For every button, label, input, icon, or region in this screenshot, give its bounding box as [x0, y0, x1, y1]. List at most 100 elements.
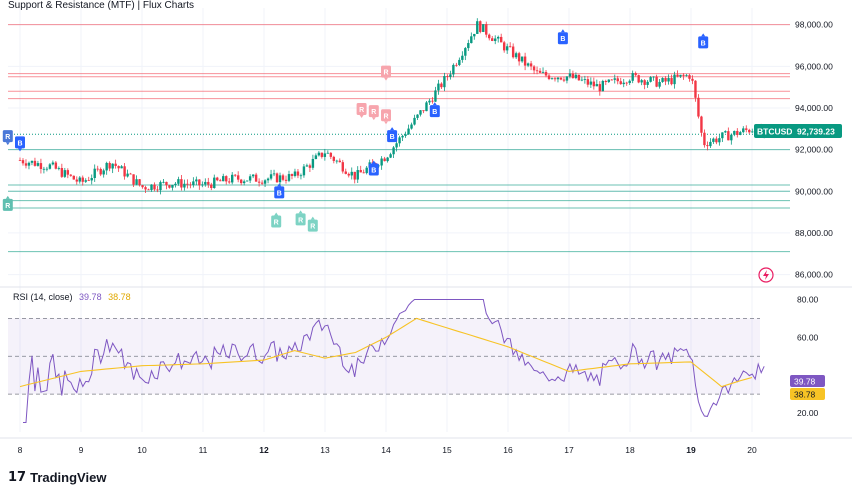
candle-body [171, 184, 174, 188]
time-axis-label: 9 [79, 445, 84, 455]
candle-body [314, 155, 318, 159]
marker-box [2, 130, 13, 143]
candle-body [338, 160, 341, 163]
candle-body [610, 79, 613, 81]
candle-body [117, 165, 120, 169]
rsi-ma-line [19, 317, 753, 388]
candle-body [105, 162, 108, 171]
candle-body [27, 162, 31, 166]
time-axis-label: 16 [503, 445, 513, 455]
candle-body [284, 179, 288, 181]
marker-pointer [277, 183, 282, 187]
candle-body [535, 70, 539, 72]
marker-pointer [274, 212, 279, 216]
candle-body [269, 174, 273, 179]
marker-box [387, 130, 398, 143]
marker-pointer [560, 29, 565, 33]
indicator-header[interactable]: Support & Resistance (MTF) | Flux Charts [8, 0, 194, 11]
candle-body [446, 76, 449, 77]
candle-body [568, 73, 572, 77]
candle-body [559, 77, 563, 80]
candle-body [180, 179, 183, 188]
candle-body [482, 24, 485, 32]
candle-body [604, 80, 607, 83]
marker-letter: B [277, 190, 282, 197]
rsi-pane[interactable] [8, 299, 765, 423]
marker-letter: R [359, 107, 364, 114]
candle-body [739, 132, 742, 136]
last-price-badge-bg [754, 124, 842, 138]
candle-body [51, 162, 55, 165]
candle-body [153, 184, 156, 190]
candle-body [520, 56, 524, 62]
candle-body [305, 165, 309, 167]
marker-box [274, 186, 285, 199]
rsi-line [23, 299, 765, 423]
candle-body [464, 48, 467, 56]
candle-body [580, 79, 584, 81]
candle-body [281, 175, 285, 180]
candle-body [308, 165, 312, 168]
candle-body [458, 59, 461, 66]
candle-body [236, 175, 240, 180]
candle-body [159, 182, 162, 191]
candle-body [416, 114, 419, 118]
candle-body [129, 173, 132, 175]
lightning-icon[interactable] [758, 267, 774, 283]
candle-body [290, 174, 294, 176]
candle-body [392, 147, 395, 155]
marker-pointer [18, 148, 22, 152]
candles[interactable] [18, 18, 766, 195]
candle-body [742, 128, 745, 133]
time-axis-label: 14 [381, 445, 391, 455]
time-axis-label: 19 [686, 445, 696, 455]
marker-box [2, 198, 13, 211]
candle-body [410, 124, 413, 129]
candle-body [664, 78, 667, 82]
candle-body [736, 130, 739, 136]
last-price-ticker: BTCUSD [757, 127, 792, 137]
candle-body [18, 160, 22, 161]
candle-body [78, 177, 81, 182]
candle-body [266, 178, 270, 181]
break-marker: B [15, 136, 25, 152]
tradingview-logo[interactable]: 17 TradingView [8, 470, 106, 485]
price-axis-label: 86,000.00 [795, 270, 833, 280]
candle-body [323, 153, 327, 157]
rsi-ma-badge [790, 388, 825, 400]
rsi-axis[interactable]: 80.00 60.00 20.00 [797, 294, 819, 418]
candle-body [730, 134, 733, 141]
candle-body [676, 74, 679, 77]
candle-body [440, 83, 443, 88]
candle-body [353, 171, 356, 180]
candle-body [565, 76, 569, 81]
candle-body [278, 175, 282, 183]
candle-body [631, 73, 634, 81]
candle-body [341, 162, 344, 172]
time-axis[interactable]: 8 9 10 11 12 13 14 15 16 17 18 19 20 [0, 437, 852, 455]
candle-body [260, 182, 264, 184]
candle-body [583, 79, 587, 80]
candle-body [114, 163, 117, 166]
candle-body [192, 181, 195, 186]
candle-body [401, 135, 404, 138]
candle-body [595, 84, 599, 87]
candle-body [225, 176, 228, 182]
rsi-header[interactable]: RSI (14, close) 39.78 38.78 [13, 292, 135, 302]
break-marker: B [429, 102, 440, 118]
price-axis-label: 94,000.00 [795, 103, 833, 113]
rsi-value-badge [790, 375, 825, 387]
rsi-ma-value: 38.78 [108, 292, 131, 302]
marker-pointer [359, 115, 364, 119]
candle-body [222, 176, 225, 182]
price-axis-label: 90,000.00 [795, 186, 833, 196]
candle-body [562, 79, 566, 81]
candle-body [60, 168, 64, 177]
candle-body [54, 162, 58, 169]
candle-body [634, 73, 637, 76]
price-axis[interactable]: 98,000.00 96,000.00 94,000.00 92,000.00 90,0… [795, 20, 833, 280]
candle-body [491, 38, 494, 41]
candle-body [99, 168, 102, 175]
marker-box [15, 136, 25, 149]
